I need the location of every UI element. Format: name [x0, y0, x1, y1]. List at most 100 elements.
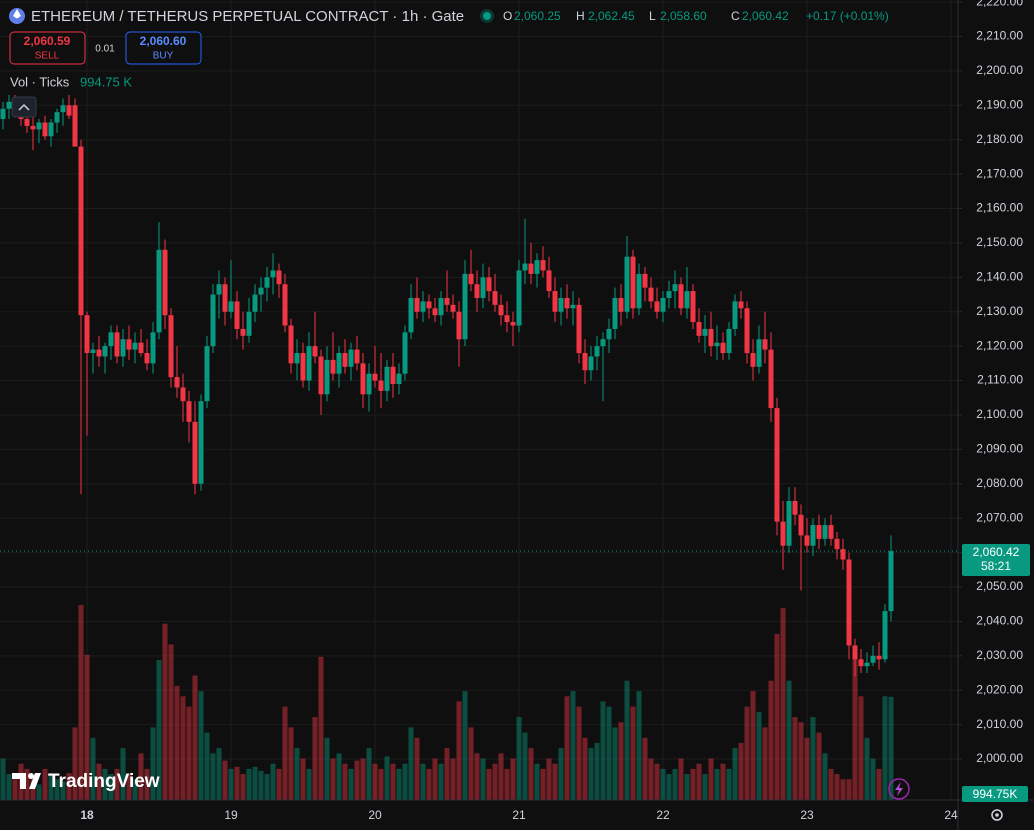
y-tick-label: 2,050.00 — [976, 579, 1023, 593]
volume-bar — [726, 768, 732, 800]
volume-bar — [396, 768, 402, 800]
volume-bar — [570, 691, 576, 800]
candle-body — [852, 645, 858, 660]
candle-body — [294, 353, 300, 364]
volume-bar — [708, 758, 714, 800]
collapse-button[interactable] — [11, 96, 37, 118]
candle-body — [672, 284, 678, 292]
candle-body — [162, 249, 168, 316]
candle-body — [438, 297, 444, 316]
candle-body — [582, 353, 588, 371]
candle-body — [750, 353, 756, 367]
y-tick-label: 2,090.00 — [976, 442, 1023, 456]
candle-body — [372, 373, 378, 381]
x-tick-label: 21 — [512, 808, 526, 822]
volume-layer — [0, 605, 894, 800]
candle-body — [474, 284, 480, 298]
candle-body — [336, 353, 342, 374]
candle-body — [570, 304, 576, 309]
volume-bar — [816, 732, 822, 800]
candle-body — [330, 359, 336, 374]
settings-icon[interactable] — [991, 809, 1003, 821]
y-tick-label: 2,120.00 — [976, 338, 1023, 352]
volume-bar — [276, 768, 282, 800]
volume-bar — [546, 758, 552, 800]
volume-bar — [564, 696, 570, 800]
candle-body — [108, 332, 114, 347]
volume-bar — [78, 605, 84, 800]
candle-body — [624, 256, 630, 312]
volume-bar — [456, 701, 462, 800]
candle-body — [36, 122, 42, 130]
candle-body — [390, 366, 396, 384]
candle-body — [150, 332, 156, 364]
candle-body — [258, 287, 264, 295]
ohlc-label: O — [503, 9, 512, 23]
candle-body — [276, 270, 282, 285]
candle-body — [774, 408, 780, 522]
candle-body — [504, 315, 510, 323]
volume-bar — [750, 691, 756, 800]
x-tick-label: 18 — [80, 808, 94, 822]
y-tick-label: 2,150.00 — [976, 235, 1023, 249]
volume-bar — [450, 758, 456, 800]
candle-body — [342, 353, 348, 367]
y-tick-label: 2,200.00 — [976, 63, 1023, 77]
candle-body — [360, 363, 366, 395]
buy-button[interactable] — [125, 31, 202, 65]
lightning-button[interactable] — [888, 778, 910, 800]
volume-bar — [714, 768, 720, 800]
x-tick-label: 19 — [224, 808, 238, 822]
candle-body — [426, 301, 432, 309]
candle-body — [318, 356, 324, 395]
volume-bar — [252, 766, 258, 800]
y-axis: 2,000.00 2,010.00 2,020.00 2,030.00 2,040.00… — [958, 0, 1023, 765]
candle-body — [126, 339, 132, 350]
candle-body — [234, 301, 240, 329]
volume-bar — [72, 727, 78, 800]
volume-bar — [198, 691, 204, 800]
y-tick-label: 2,220.00 — [976, 0, 1023, 8]
candle-body — [396, 373, 402, 384]
volume-bar — [666, 774, 672, 800]
candle-body — [228, 301, 234, 312]
candle-body — [72, 105, 78, 147]
sell-button[interactable] — [9, 31, 86, 65]
candle-body — [102, 346, 108, 357]
candle-body — [324, 359, 330, 395]
volume-bar — [510, 758, 516, 800]
grid — [0, 0, 958, 800]
volume-legend: Vol · Ticks — [10, 74, 70, 89]
price-tag — [962, 544, 1030, 576]
volume-bar — [180, 696, 186, 800]
candle-body — [594, 346, 600, 357]
candle-body — [534, 260, 540, 274]
y-tick-label: 2,100.00 — [976, 407, 1023, 421]
volume-bar — [738, 742, 744, 800]
volume-bar — [114, 768, 120, 800]
volume-bar — [858, 696, 864, 800]
volume-bar — [594, 742, 600, 800]
volume-bar — [462, 691, 468, 800]
volume-bar — [234, 766, 240, 800]
candle-body — [612, 297, 618, 329]
volume-bar — [468, 727, 474, 800]
volume-bar — [780, 608, 786, 800]
candle-body — [648, 287, 654, 302]
candle-body — [870, 655, 876, 663]
volume-bar — [36, 784, 42, 800]
candle-body — [690, 291, 696, 323]
candle-body — [792, 500, 798, 515]
volume-bar — [612, 727, 618, 800]
y-tick-label: 2,210.00 — [976, 29, 1023, 43]
candle-body — [636, 273, 642, 309]
volume-bar — [774, 634, 780, 800]
candle-body — [834, 538, 840, 550]
volume-bar — [540, 768, 546, 800]
x-axis: 18 19 20 21 22 23 24 — [80, 808, 958, 822]
candle-body — [48, 122, 54, 137]
candle-body — [6, 101, 12, 109]
candle-body — [810, 525, 816, 546]
ohlc-value: 2,062.45 — [588, 9, 635, 23]
candle-body — [222, 284, 228, 312]
